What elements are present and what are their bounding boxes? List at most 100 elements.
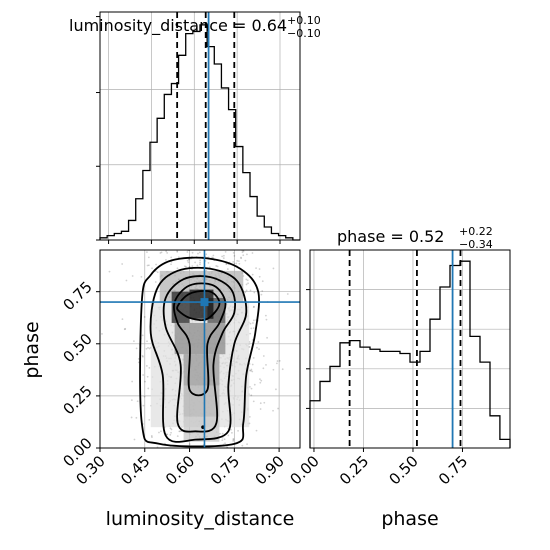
- joint-x-tick-label: 0.90: [252, 452, 288, 488]
- joint-x-tick-label: 0.45: [117, 452, 153, 488]
- joint-sample-point: [176, 267, 179, 270]
- joint-sample-point: [147, 387, 150, 390]
- joint-sample-point: [232, 440, 235, 442]
- joint-sample-point: [188, 443, 191, 445]
- joint-contour: [149, 266, 248, 443]
- joint-sample-point: [260, 379, 263, 382]
- ph-x-tick-label: 0.25: [336, 452, 372, 488]
- joint-sample-point: [170, 263, 172, 266]
- joint-contour: [162, 275, 236, 433]
- joint-sample-point: [244, 291, 247, 294]
- joint-sample-point: [166, 252, 169, 254]
- joint-density-panel: 0.30 0.45 0.60 0.75 0.900.000.250.500.75 lum…: [21, 249, 301, 530]
- joint-sample-point: [142, 404, 145, 407]
- joint-sample-point: [125, 279, 128, 282]
- joint-sample-point: [252, 357, 255, 359]
- ph-histogram-series: [309, 260, 511, 448]
- joint-sample-point: [265, 363, 267, 366]
- joint-sample-point: [185, 265, 187, 268]
- joint-sample-point: [154, 281, 157, 283]
- joint-contour: [176, 290, 221, 322]
- joint-sample-point: [242, 254, 245, 257]
- joint-sample-point: [252, 322, 254, 324]
- joint-sample-point: [230, 431, 233, 434]
- joint-sample-point: [133, 438, 136, 441]
- joint-sample-point: [275, 362, 278, 365]
- joint-sample-point: [236, 259, 239, 262]
- joint-sample-point: [131, 380, 134, 383]
- joint-sample-point: [255, 267, 257, 270]
- joint-sample-point: [250, 369, 252, 372]
- joint-sample-point: [252, 327, 255, 330]
- joint-sample-point: [219, 432, 221, 435]
- joint-sample-point: [251, 370, 254, 373]
- joint-sample-point: [260, 293, 263, 296]
- joint-sample-point: [232, 251, 235, 254]
- joint-sample-point: [272, 368, 275, 371]
- joint-sample-point: [230, 428, 232, 431]
- joint-sample-point: [215, 265, 218, 267]
- joint-sample-point: [143, 316, 146, 318]
- joint-sample-point: [123, 328, 126, 331]
- joint-sample-point: [242, 250, 245, 253]
- joint-sample-point: [198, 251, 201, 254]
- joint-sample-point: [186, 259, 189, 262]
- joint-sample-point: [245, 289, 248, 292]
- joint-sample-point: [249, 385, 251, 388]
- joint-sample-point: [191, 251, 194, 254]
- joint-sample-point: [170, 431, 172, 434]
- joint-sample-point: [250, 387, 253, 390]
- joint-y-axis-label: phase: [21, 321, 43, 378]
- joint-x-axis-label: luminosity_distance: [106, 508, 295, 530]
- joint-sample-point: [237, 429, 239, 432]
- luminosity-distance-title-lower: −0.10: [287, 27, 321, 40]
- joint-sample-point: [144, 380, 146, 383]
- joint-sample-point: [253, 305, 255, 308]
- joint-sample-point: [253, 291, 256, 294]
- joint-sample-point: [160, 430, 162, 433]
- joint-sample-point: [227, 434, 230, 437]
- joint-sample-point: [186, 251, 189, 253]
- phase-histogram-panel: 0.00 0.25 0.50 0.75 phase = 0.52 +0.22 −0.3…: [286, 225, 511, 530]
- joint-sample-point: [240, 257, 243, 260]
- phase-title-upper: +0.22: [459, 225, 493, 238]
- joint-sample-point: [151, 267, 153, 270]
- joint-sample-point: [141, 334, 144, 337]
- joint-sample-point: [155, 263, 157, 266]
- joint-sample-point: [266, 336, 268, 339]
- joint-sample-point: [187, 261, 190, 264]
- joint-sample-point: [148, 347, 151, 350]
- joint-sample-point: [259, 378, 261, 381]
- joint-sample-point: [265, 318, 268, 321]
- joint-sample-point: [255, 429, 258, 432]
- ph-x-tick-label: 0.75: [435, 452, 471, 488]
- joint-sample-point: [223, 438, 226, 441]
- joint-sample-point: [262, 355, 265, 357]
- joint-sample-point: [170, 256, 173, 259]
- joint-sample-point: [226, 268, 229, 270]
- joint-sample-point: [165, 250, 168, 253]
- joint-y-tick-label: 0.50: [59, 330, 95, 366]
- joint-sample-point: [148, 418, 151, 421]
- joint-sample-point: [232, 260, 235, 263]
- joint-sample-point: [207, 262, 210, 264]
- joint-sample-point: [257, 341, 260, 343]
- joint-sample-point: [145, 347, 148, 350]
- joint-sample-point: [252, 319, 255, 322]
- joint-sample-point: [176, 250, 179, 253]
- joint-sample-point: [179, 430, 182, 433]
- joint-sample-point: [208, 266, 211, 269]
- joint-sample-point: [245, 278, 248, 281]
- joint-sample-point: [259, 381, 262, 384]
- joint-sample-point: [176, 435, 179, 437]
- luminosity-distance-histogram-panel: luminosity_distance = 0.64 +0.10 −0.10: [69, 11, 321, 244]
- joint-sample-point: [142, 374, 145, 376]
- joint-sample-point: [264, 314, 267, 317]
- joint-sample-point: [277, 407, 279, 410]
- joint-sample-point: [246, 253, 248, 256]
- joint-sample-point: [225, 262, 228, 265]
- joint-sample-point: [147, 256, 150, 259]
- joint-sample-point: [140, 275, 143, 278]
- phase-x-axis-label: phase: [381, 508, 438, 530]
